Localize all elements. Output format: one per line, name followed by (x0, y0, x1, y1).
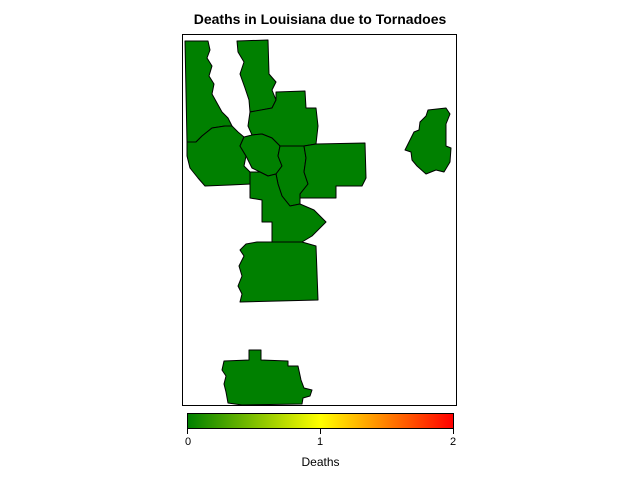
legend-tick-1 (320, 429, 321, 434)
parish-south[interactable] (221, 349, 313, 406)
parish-south-central[interactable] (249, 171, 327, 243)
legend-tick-0 (187, 429, 188, 434)
legend-title: Deaths (301, 455, 340, 469)
parish-far-east[interactable] (404, 107, 452, 175)
parish-north-central[interactable] (236, 39, 277, 113)
legend-tick-label-2: 2 (449, 436, 457, 448)
parish-lower[interactable] (237, 241, 319, 303)
parish-shapes (184, 39, 452, 406)
color-ramp-legend (187, 413, 454, 429)
map-title: Deaths in Louisiana due to Tornadoes (193, 11, 447, 27)
legend-tick-2 (453, 429, 454, 434)
legend-tick-label-0: 0 (184, 436, 192, 448)
parish-east[interactable] (299, 142, 367, 199)
legend-tick-label-1: 1 (316, 436, 324, 448)
